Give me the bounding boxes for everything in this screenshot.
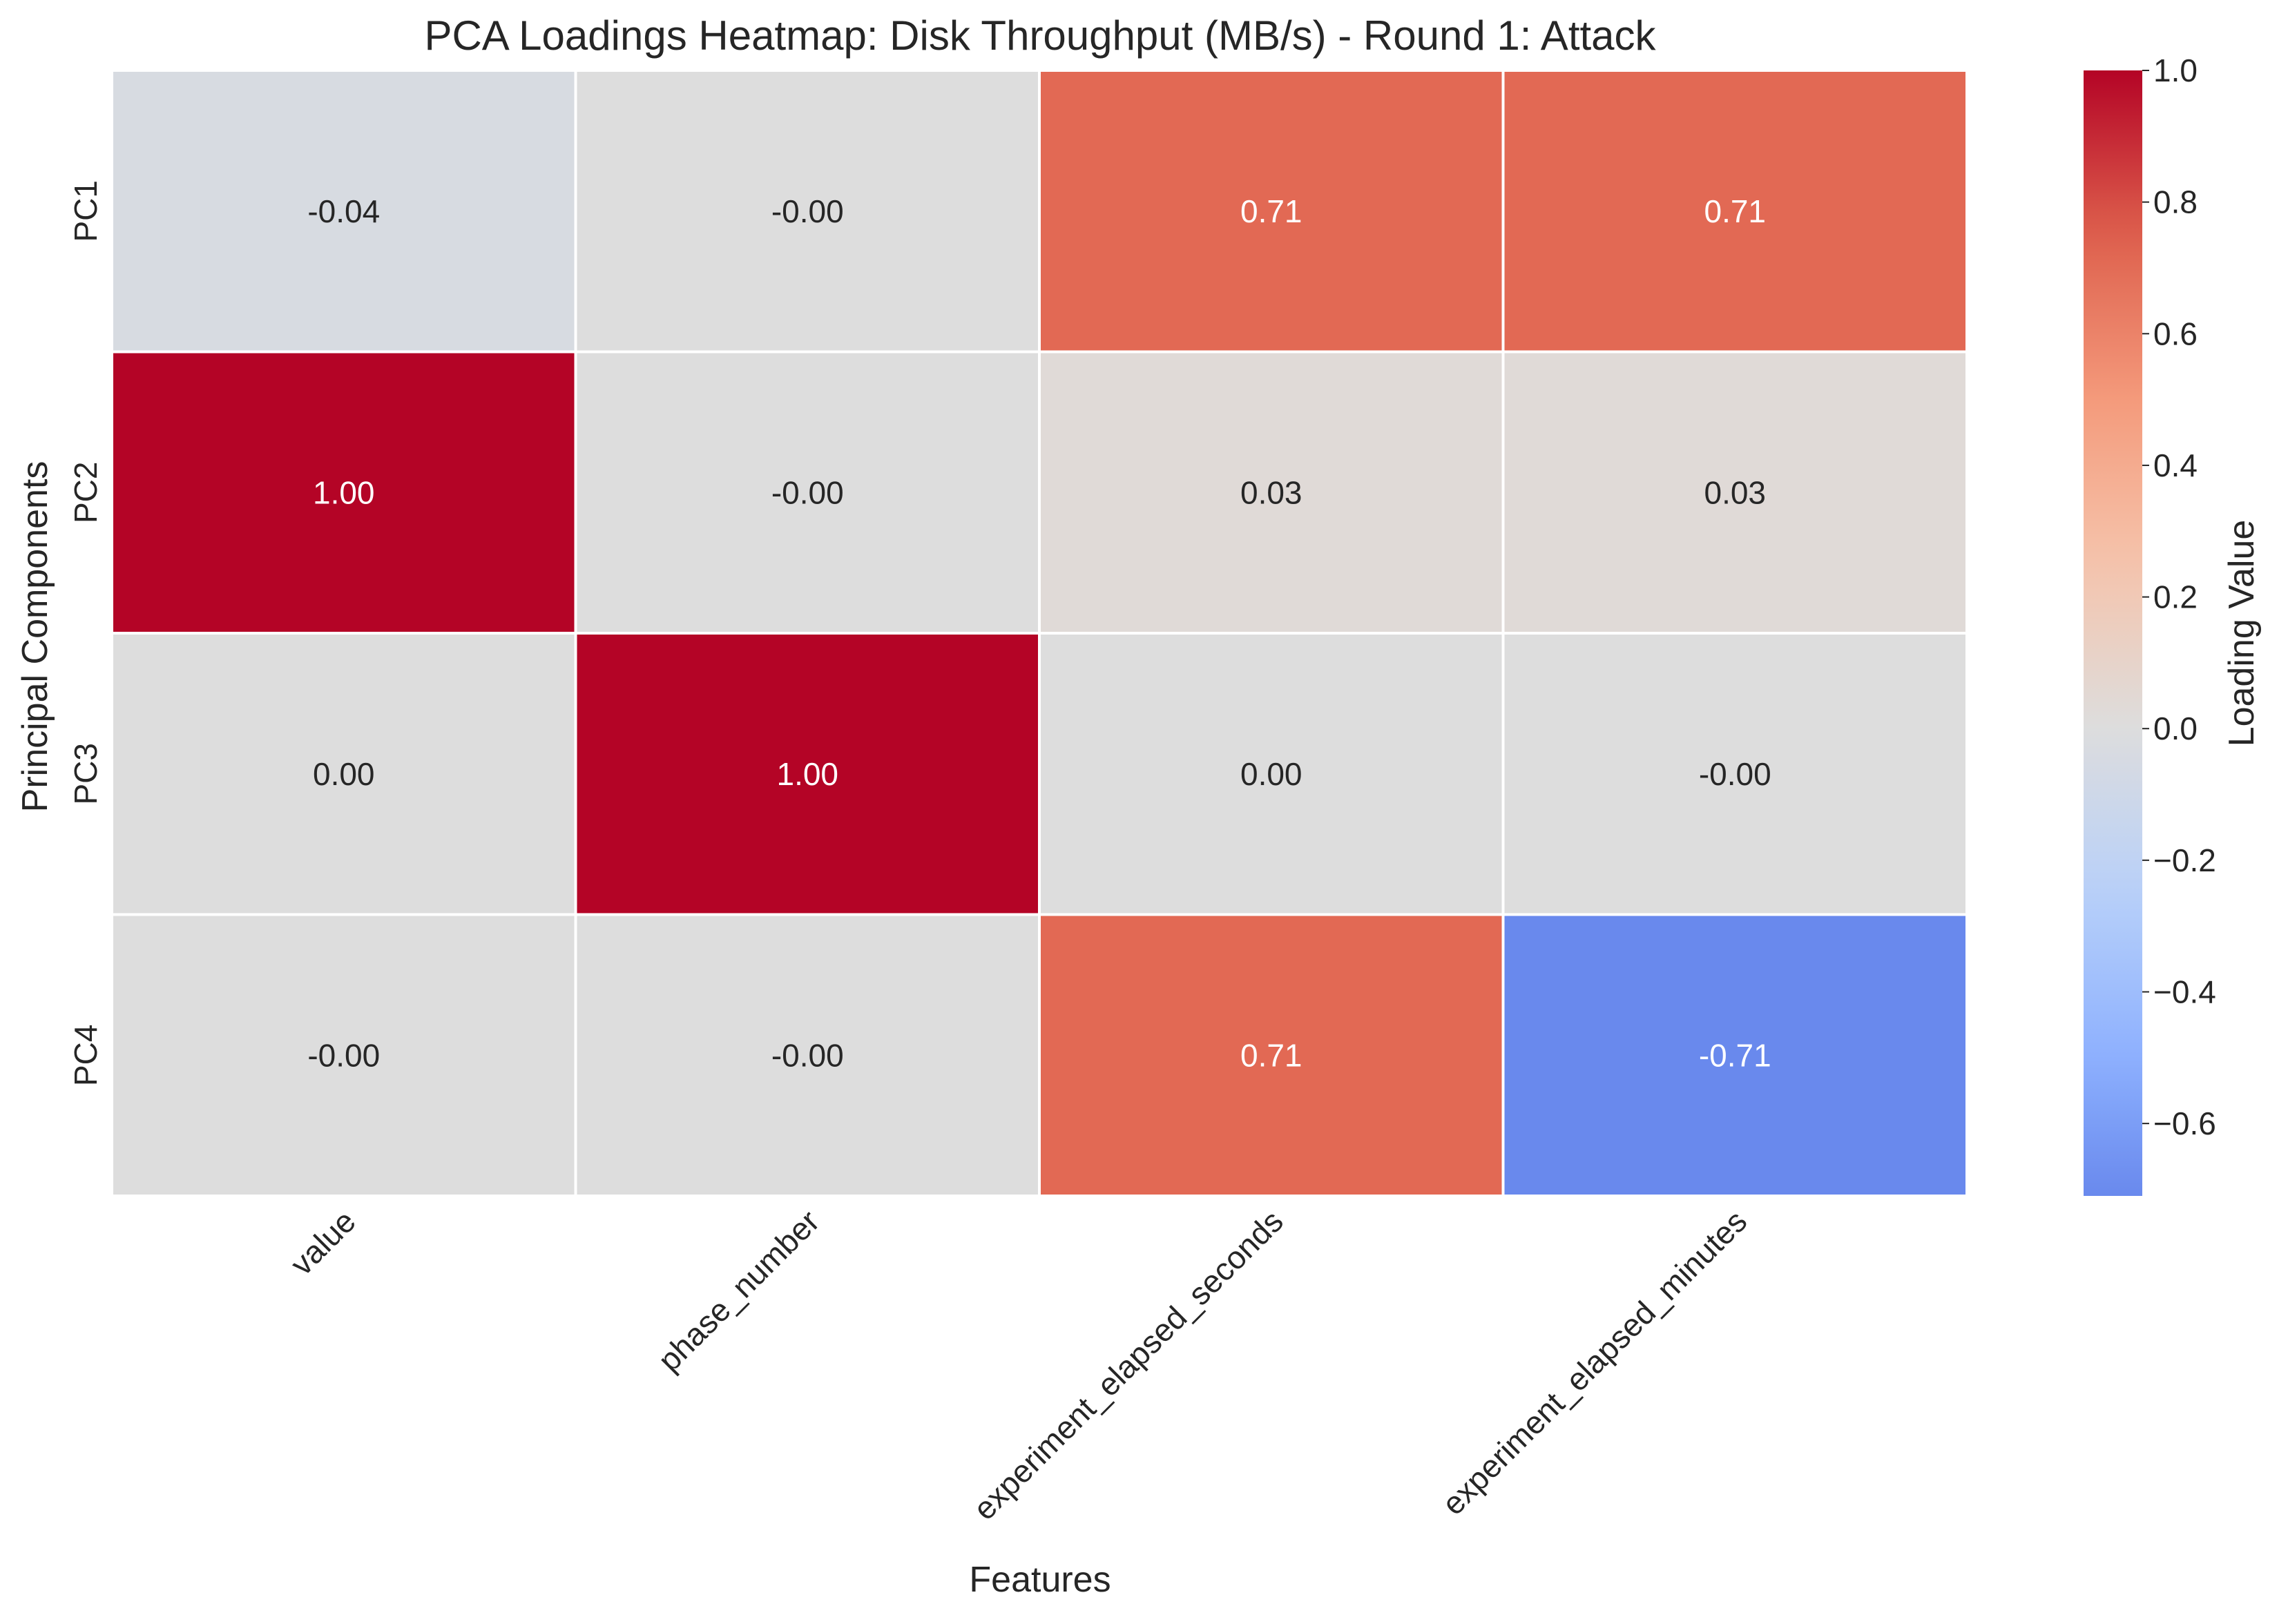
colorbar <box>2084 70 2142 1196</box>
heatmap-cell <box>110 69 577 354</box>
cell-value-label: -0.00 <box>307 1037 380 1073</box>
heatmap-cell <box>574 913 1041 1197</box>
cell-value-label: -0.00 <box>771 1037 844 1073</box>
heatmap-cell <box>1038 69 1505 354</box>
heatmap-cell <box>1501 69 1968 354</box>
colorbar-tick-label: 0.6 <box>2153 316 2198 351</box>
colorbar-tick-label: 0.8 <box>2153 184 2198 220</box>
y-tick-label: PC2 <box>68 462 104 523</box>
colorbar-label: Loading Value <box>2222 520 2262 747</box>
y-tick-label: PC3 <box>68 743 104 804</box>
y-axis-label: Principal Components <box>15 461 55 813</box>
cell-value-label: 0.03 <box>1240 474 1302 510</box>
cell-value-label: -0.00 <box>1699 756 1771 792</box>
heatmap-cell <box>1501 632 1968 916</box>
cell-value-label: -0.00 <box>771 193 844 229</box>
cell-value-label: -0.04 <box>307 193 380 229</box>
heatmap-cell <box>1038 913 1505 1197</box>
x-tick-label: value <box>283 1203 363 1282</box>
chart-title: PCA Loadings Heatmap: Disk Throughput (M… <box>424 12 1656 59</box>
cell-value-label: 1.00 <box>313 474 375 510</box>
cell-value-label: 0.71 <box>1240 193 1302 229</box>
colorbar-tick-label: −0.4 <box>2153 974 2216 1010</box>
cell-value-label: 1.00 <box>776 756 838 792</box>
colorbar-ticks: 1.0 0.8 0.6 0.4 0.2 0.0 −0.2 −0.4 −0.6 <box>2142 52 2216 1141</box>
heatmap-cell <box>1501 350 1968 635</box>
cell-value-label: -0.71 <box>1699 1037 1771 1073</box>
y-tick-label: PC1 <box>68 180 104 242</box>
cell-value-label: -0.00 <box>771 474 844 510</box>
x-tick-label: experiment_elapsed_minutes <box>1435 1203 1754 1522</box>
colorbar-tick-label: −0.6 <box>2153 1105 2216 1141</box>
colorbar-tick-label: 0.2 <box>2153 579 2198 615</box>
colorbar-tick-label: 0.0 <box>2153 710 2198 746</box>
cell-value-label: 0.71 <box>1240 1037 1302 1073</box>
heatmap-cell <box>574 350 1041 635</box>
colorbar-tick-label: 0.4 <box>2153 447 2198 483</box>
colorbar-tick-label: −0.2 <box>2153 842 2216 878</box>
x-axis-label: Features <box>969 1560 1111 1600</box>
heatmap-cells: -0.04 -0.00 0.71 0.71 1.00 -0.00 0.03 0.03 0.00 1… <box>110 69 1968 1197</box>
x-tick-label: experiment_elapsed_seconds <box>966 1203 1290 1527</box>
colorbar-tick-label: 1.0 <box>2153 52 2198 88</box>
cell-value-label: 0.71 <box>1704 193 1766 229</box>
heatmap-cell <box>110 350 577 635</box>
x-axis-ticks: value phase_number experiment_elapsed_seco… <box>283 1203 1753 1527</box>
cell-value-label: 0.00 <box>313 756 375 792</box>
cell-value-label: 0.00 <box>1240 756 1302 792</box>
cell-value-label: 0.03 <box>1704 474 1766 510</box>
y-tick-label: PC4 <box>68 1025 104 1086</box>
y-axis-ticks: PC1 PC2 PC3 PC4 <box>68 180 104 1086</box>
heatmap-cell <box>110 913 577 1197</box>
x-tick-label: phase_number <box>651 1203 827 1378</box>
heatmap-cell <box>574 69 1041 354</box>
heatmap-cell <box>574 632 1041 916</box>
heatmap-cell <box>1501 913 1968 1197</box>
